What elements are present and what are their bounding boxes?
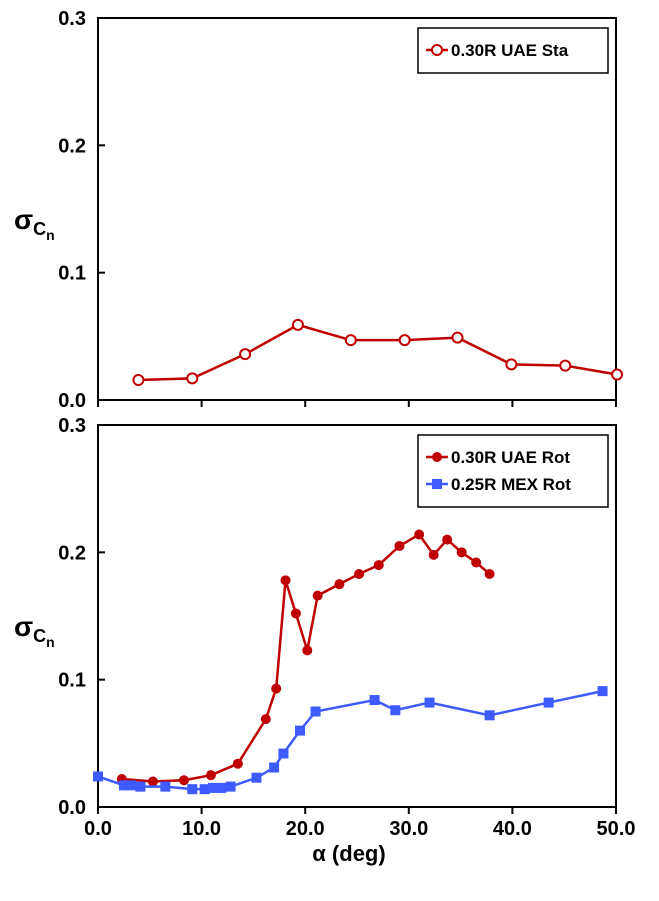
marker	[93, 771, 103, 782]
y-tick-label: 0.1	[58, 263, 86, 285]
marker	[484, 710, 495, 721]
y-tick-label: 0.1	[58, 670, 86, 692]
legend-box	[417, 434, 609, 508]
y-tick-label: 0.3	[58, 8, 86, 30]
x-tick-label: 40.0	[493, 818, 532, 840]
y-tick-label: 0.2	[58, 135, 86, 157]
plot-frame	[97, 17, 617, 401]
marker	[118, 780, 129, 791]
marker	[611, 368, 624, 381]
marker	[369, 695, 380, 706]
y-label-sub: C	[33, 219, 46, 239]
marker	[505, 358, 518, 371]
marker	[280, 575, 291, 586]
marker	[135, 781, 146, 792]
y-label-subsub: n	[46, 227, 55, 243]
marker	[390, 705, 401, 716]
marker	[451, 331, 464, 344]
marker	[344, 334, 357, 347]
marker	[354, 568, 365, 579]
x-tick-label: 50.0	[597, 818, 636, 840]
marker	[186, 372, 199, 385]
marker	[216, 782, 227, 793]
y-axis-label: σCn	[14, 611, 55, 650]
y-tick-label: 0.2	[58, 542, 86, 564]
x-tick-label: 20.0	[286, 818, 325, 840]
plot-frame	[97, 424, 617, 808]
marker	[126, 780, 137, 791]
y-label-subsub: n	[46, 634, 55, 650]
y-label-symbol: σ	[14, 204, 33, 235]
marker	[414, 529, 425, 540]
marker	[543, 697, 554, 708]
marker	[597, 686, 608, 697]
x-tick-label: 30.0	[389, 818, 428, 840]
marker	[132, 374, 145, 387]
marker	[471, 557, 482, 568]
x-axis-label: α (deg)	[312, 841, 385, 866]
y-tick-label: 0.0	[58, 797, 86, 819]
legend-box	[417, 27, 609, 74]
marker	[559, 359, 572, 372]
y-axis-label: σCn	[14, 204, 55, 243]
marker	[260, 714, 271, 725]
series-line	[121, 532, 491, 783]
marker	[205, 770, 216, 781]
legend-label: 0.30R UAE Sta	[451, 41, 569, 60]
series-line	[97, 689, 603, 791]
marker	[310, 706, 321, 717]
marker	[334, 579, 345, 590]
legend-marker	[432, 479, 442, 489]
marker	[269, 762, 280, 773]
x-tick-label: 0.0	[84, 818, 112, 840]
marker	[302, 645, 313, 656]
marker	[239, 348, 252, 361]
marker	[312, 590, 323, 601]
marker	[178, 775, 189, 786]
marker	[187, 784, 198, 795]
marker	[147, 776, 158, 787]
marker	[278, 748, 289, 759]
marker	[271, 683, 282, 694]
marker	[290, 608, 301, 619]
y-tick-label: 0.3	[58, 415, 86, 437]
marker	[424, 697, 435, 708]
marker	[394, 540, 405, 551]
marker	[225, 781, 236, 792]
marker	[373, 560, 384, 571]
marker	[398, 334, 411, 347]
y-label-sub: C	[33, 626, 46, 646]
marker	[207, 782, 218, 793]
marker	[291, 318, 304, 331]
series-line	[138, 323, 618, 382]
marker	[456, 547, 467, 558]
legend-label: 0.30R UAE Rot	[451, 448, 570, 467]
legend-marker	[431, 44, 443, 56]
marker	[484, 568, 495, 579]
y-tick-label: 0.0	[58, 390, 86, 412]
marker	[295, 725, 306, 736]
x-tick-label: 10.0	[182, 818, 221, 840]
marker	[428, 549, 439, 560]
marker	[232, 758, 243, 769]
y-label-symbol: σ	[14, 611, 33, 642]
marker	[251, 772, 262, 783]
legend-marker	[432, 452, 442, 462]
legend-label: 0.25R MEX Rot	[451, 475, 571, 494]
marker	[199, 784, 210, 795]
marker	[160, 781, 171, 792]
marker	[442, 534, 453, 545]
